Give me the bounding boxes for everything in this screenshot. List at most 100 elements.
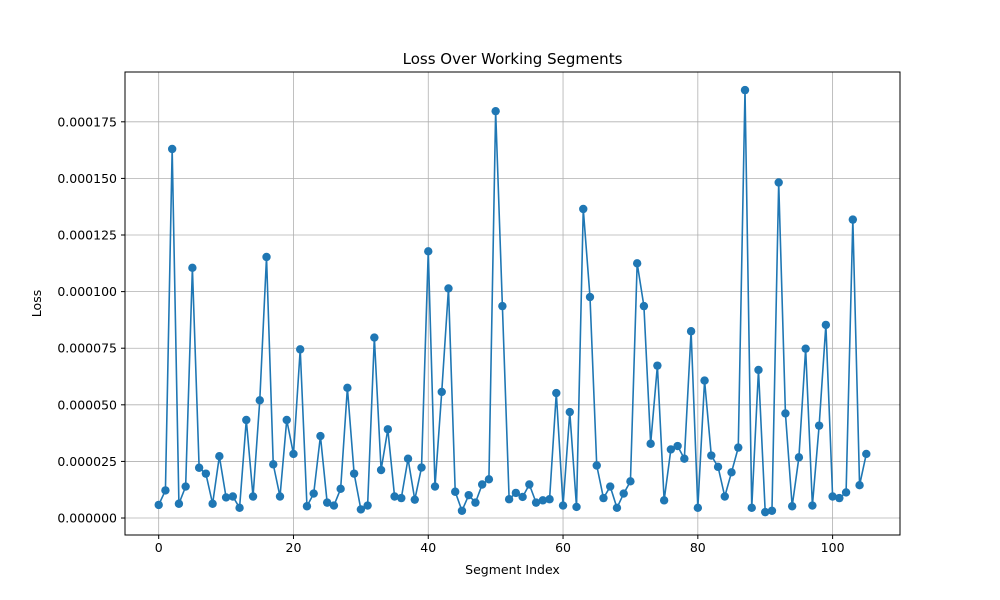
y-tick-label: 0.000100 xyxy=(57,284,117,299)
data-point xyxy=(201,469,211,478)
data-point xyxy=(322,498,332,507)
data-point xyxy=(713,462,723,472)
y-tick-label: 0.000150 xyxy=(57,171,117,186)
data-point xyxy=(349,469,359,478)
data-point xyxy=(841,488,851,497)
data-point xyxy=(457,506,467,515)
data-point xyxy=(579,204,588,214)
data-point xyxy=(828,492,837,501)
x-tick-label: 40 xyxy=(420,540,436,555)
data-point xyxy=(309,489,318,498)
y-tick-label: 0.000125 xyxy=(57,228,117,243)
data-point xyxy=(781,409,790,418)
data-point xyxy=(855,480,864,490)
data-point xyxy=(248,492,258,501)
data-point xyxy=(626,477,635,486)
y-tick-label: 0.000025 xyxy=(57,454,117,469)
data-point xyxy=(740,85,750,95)
data-point xyxy=(370,333,379,342)
data-point xyxy=(504,495,514,504)
data-point xyxy=(572,502,581,512)
data-point xyxy=(188,263,197,273)
data-point xyxy=(673,441,682,451)
data-point xyxy=(208,499,217,508)
data-point xyxy=(814,421,824,430)
loss-line xyxy=(157,89,868,513)
data-point xyxy=(632,259,642,268)
data-point xyxy=(552,388,561,398)
data-point xyxy=(653,361,662,370)
grid-lines xyxy=(125,72,900,535)
data-point xyxy=(774,178,783,187)
data-point xyxy=(477,480,487,489)
data-point xyxy=(646,439,655,448)
y-tick-label: 0.000000 xyxy=(57,511,117,526)
data-point xyxy=(154,500,163,510)
data-point xyxy=(727,468,736,477)
data-point xyxy=(491,106,500,116)
data-point xyxy=(336,484,345,494)
data-point xyxy=(666,445,676,454)
data-point xyxy=(194,463,204,472)
data-point xyxy=(639,301,649,311)
data-point xyxy=(518,492,527,502)
data-point xyxy=(430,482,440,491)
data-point xyxy=(235,503,244,513)
plot-frame xyxy=(124,71,901,536)
data-point xyxy=(545,495,554,504)
y-tick-label: 0.000050 xyxy=(57,397,117,412)
data-point xyxy=(484,475,494,484)
data-point xyxy=(444,284,453,293)
data-point xyxy=(181,482,190,491)
data-point xyxy=(174,499,184,508)
data-point xyxy=(848,215,858,224)
data-point xyxy=(282,415,291,425)
data-point xyxy=(269,460,278,469)
data-point xyxy=(707,451,716,460)
data-point xyxy=(424,247,433,256)
data-point xyxy=(255,396,264,405)
data-point xyxy=(376,465,386,475)
x-tick-label: 0 xyxy=(155,540,163,555)
data-point xyxy=(316,431,325,441)
y-axis-ticks: 0.000000 0.000025 0.000050 0.000075 0.000100… xyxy=(57,114,125,526)
data-point xyxy=(437,387,446,397)
data-point xyxy=(161,486,170,495)
data-point xyxy=(167,144,177,154)
data-point xyxy=(619,489,628,498)
data-point xyxy=(242,415,251,425)
data-point xyxy=(511,488,521,498)
data-point xyxy=(363,501,372,510)
y-tick-label: 0.000075 xyxy=(57,341,117,356)
data-point xyxy=(464,490,473,500)
data-point xyxy=(794,453,804,462)
data-point xyxy=(686,327,696,336)
data-point xyxy=(720,492,729,501)
data-point xyxy=(498,301,507,311)
data-point xyxy=(767,506,777,515)
data-point xyxy=(397,493,406,503)
data-point xyxy=(275,492,285,501)
data-point xyxy=(659,496,669,505)
data-point xyxy=(538,496,548,505)
data-point xyxy=(262,252,271,262)
data-point xyxy=(302,502,312,511)
loss-series xyxy=(154,85,871,517)
data-point xyxy=(565,407,574,417)
data-point xyxy=(585,292,595,302)
data-point xyxy=(289,449,298,459)
data-point xyxy=(599,493,608,503)
data-point xyxy=(862,449,871,459)
data-point xyxy=(606,482,615,491)
x-axis-label: Segment Index xyxy=(465,562,560,577)
x-tick-label: 80 xyxy=(690,540,706,555)
data-point xyxy=(680,454,689,463)
data-point xyxy=(403,454,413,463)
data-point xyxy=(835,493,844,503)
data-point xyxy=(471,498,480,507)
data-point xyxy=(410,495,419,504)
x-axis-ticks: 0 20 40 60 80 100 xyxy=(155,535,845,555)
chart-title: Loss Over Working Segments xyxy=(403,50,623,68)
